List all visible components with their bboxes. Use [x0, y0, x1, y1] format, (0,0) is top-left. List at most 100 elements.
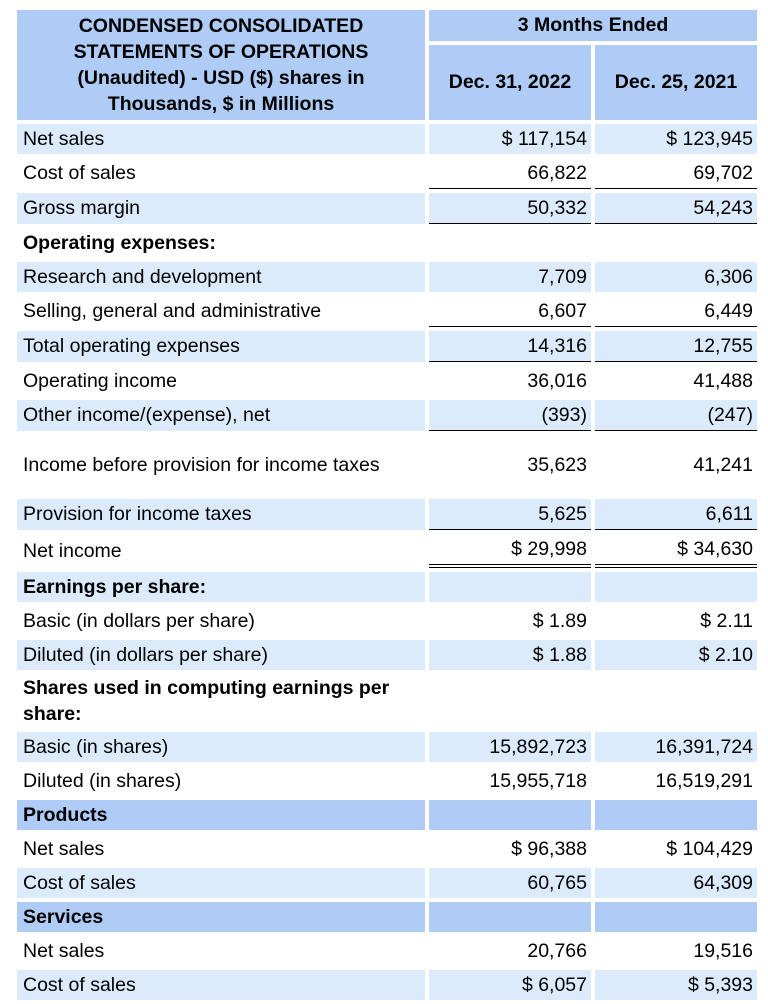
- value-2021: $ 2.10: [595, 640, 757, 670]
- value-2022: 6,607: [429, 296, 591, 327]
- table-row: Net sales $ 117,154 $ 123,945: [17, 124, 757, 154]
- table-row: Net sales $ 96,388 $ 104,429: [17, 834, 757, 864]
- value-2021: [595, 674, 757, 728]
- value-2021: $ 123,945: [595, 124, 757, 154]
- table-row: Gross margin 50,332 54,243: [17, 193, 757, 224]
- statement-title: CONDENSED CONSOLIDATED STATEMENTS OF OPE…: [17, 10, 425, 120]
- table-row: Research and development 7,709 6,306: [17, 262, 757, 292]
- row-label: Income before provision for income taxes: [17, 435, 425, 495]
- row-label: Basic (in shares): [17, 732, 425, 762]
- value-2021: 12,755: [595, 331, 757, 362]
- value-2022: 35,623: [429, 435, 591, 495]
- table-row: Operating income 36,016 41,488: [17, 366, 757, 396]
- value-2022: $ 29,998: [429, 534, 591, 568]
- value-2021: [595, 800, 757, 830]
- value-2021: 64,309: [595, 868, 757, 898]
- column-header-2021: Dec. 25, 2021: [595, 45, 757, 120]
- value-2022: 7,709: [429, 262, 591, 292]
- row-label: Total operating expenses: [17, 331, 425, 362]
- value-2021: 6,611: [595, 499, 757, 530]
- value-2022: 14,316: [429, 331, 591, 362]
- row-label: Net sales: [17, 936, 425, 966]
- value-2021: $ 104,429: [595, 834, 757, 864]
- value-2021: 41,241: [595, 435, 757, 495]
- value-2021: (247): [595, 400, 757, 431]
- section-label: Earnings per share:: [17, 572, 425, 602]
- value-2022: $ 117,154: [429, 124, 591, 154]
- table-row: Cost of sales 60,765 64,309: [17, 868, 757, 898]
- row-label: Net sales: [17, 124, 425, 154]
- table-row: Selling, general and administrative 6,60…: [17, 296, 757, 327]
- row-label: Basic (in dollars per share): [17, 606, 425, 636]
- row-label: Diluted (in dollars per share): [17, 640, 425, 670]
- row-label: Operating income: [17, 366, 425, 396]
- table-row: Basic (in shares) 15,892,723 16,391,724: [17, 732, 757, 762]
- row-label: Gross margin: [17, 193, 425, 224]
- section-label: Operating expenses:: [17, 228, 425, 258]
- value-2022: [429, 902, 591, 932]
- section-row: Products: [17, 800, 757, 830]
- table-row: Income before provision for income taxes…: [17, 435, 757, 495]
- value-2022: (393): [429, 400, 591, 431]
- value-2021: 6,306: [595, 262, 757, 292]
- value-2022: 15,892,723: [429, 732, 591, 762]
- value-2021: $ 34,630: [595, 534, 757, 568]
- value-2021: 6,449: [595, 296, 757, 327]
- value-2022: $ 96,388: [429, 834, 591, 864]
- value-2021: [595, 902, 757, 932]
- section-row: Services: [17, 902, 757, 932]
- value-2022: 20,766: [429, 936, 591, 966]
- table-row: Basic (in dollars per share) $ 1.89 $ 2.…: [17, 606, 757, 636]
- section-label: Products: [17, 800, 425, 830]
- table-row: Net sales 20,766 19,516: [17, 936, 757, 966]
- value-2022: [429, 228, 591, 258]
- value-2022: [429, 674, 591, 728]
- row-label: Net sales: [17, 834, 425, 864]
- row-label: Cost of sales: [17, 158, 425, 189]
- table-row: Cost of sales $ 6,057 $ 5,393: [17, 970, 757, 1000]
- row-label: Cost of sales: [17, 970, 425, 1000]
- value-2022: 5,625: [429, 499, 591, 530]
- value-2022: 60,765: [429, 868, 591, 898]
- value-2022: $ 1.89: [429, 606, 591, 636]
- value-2022: 66,822: [429, 158, 591, 189]
- value-2022: 36,016: [429, 366, 591, 396]
- table-row: Other income/(expense), net (393) (247): [17, 400, 757, 431]
- row-label: Diluted (in shares): [17, 766, 425, 796]
- value-2021: [595, 572, 757, 602]
- value-2021: 16,391,724: [595, 732, 757, 762]
- section-label: Shares used in computing earnings per sh…: [17, 674, 425, 728]
- table-row: Net income $ 29,998 $ 34,630: [17, 534, 757, 568]
- value-2022: 50,332: [429, 193, 591, 224]
- statement-table: CONDENSED CONSOLIDATED STATEMENTS OF OPE…: [13, 6, 761, 1004]
- row-label: Provision for income taxes: [17, 499, 425, 530]
- section-row: Operating expenses:: [17, 228, 757, 258]
- row-label: Net income: [17, 534, 425, 568]
- table-row: Total operating expenses 14,316 12,755: [17, 331, 757, 362]
- section-row: Earnings per share:: [17, 572, 757, 602]
- table-row: Provision for income taxes 5,625 6,611: [17, 499, 757, 530]
- value-2021: 54,243: [595, 193, 757, 224]
- value-2021: 69,702: [595, 158, 757, 189]
- table-row: Cost of sales 66,822 69,702: [17, 158, 757, 189]
- value-2021: $ 5,393: [595, 970, 757, 1000]
- value-2021: [595, 228, 757, 258]
- row-label: Cost of sales: [17, 868, 425, 898]
- row-label: Selling, general and administrative: [17, 296, 425, 327]
- value-2021: 16,519,291: [595, 766, 757, 796]
- value-2022: [429, 800, 591, 830]
- value-2022: 15,955,718: [429, 766, 591, 796]
- column-header-2022: Dec. 31, 2022: [429, 45, 591, 120]
- value-2021: 41,488: [595, 366, 757, 396]
- row-label: Other income/(expense), net: [17, 400, 425, 431]
- value-2021: 19,516: [595, 936, 757, 966]
- section-label: Services: [17, 902, 425, 932]
- value-2022: $ 1.88: [429, 640, 591, 670]
- table-row: Diluted (in dollars per share) $ 1.88 $ …: [17, 640, 757, 670]
- table-row: Diluted (in shares) 15,955,718 16,519,29…: [17, 766, 757, 796]
- row-label: Research and development: [17, 262, 425, 292]
- value-2022: $ 6,057: [429, 970, 591, 1000]
- value-2022: [429, 572, 591, 602]
- value-2021: $ 2.11: [595, 606, 757, 636]
- section-row: Shares used in computing earnings per sh…: [17, 674, 757, 728]
